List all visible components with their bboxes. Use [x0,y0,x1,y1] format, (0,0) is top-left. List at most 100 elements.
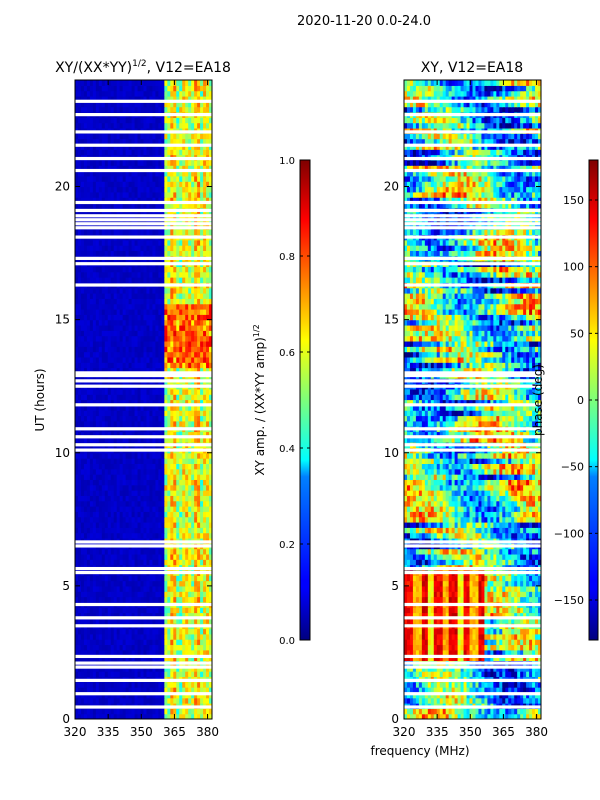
amplitude-cell [161,287,165,294]
amplitude-cell [116,655,121,662]
amplitude-cell [75,287,79,294]
amplitude-cell [110,159,115,166]
amplitude-cell [200,298,204,305]
amplitude-cell [110,458,115,464]
amplitude-cell [152,308,157,315]
amplitude-cell [86,500,91,507]
amplitude-cell [101,324,106,331]
amplitude-cell [206,612,210,619]
amplitude-cell [131,649,136,656]
amplitude-cell [149,298,154,305]
amplitude-cell [146,687,151,693]
amplitude-cell [185,559,189,566]
amplitude-cell [182,277,186,283]
amplitude-cell [152,143,157,150]
amplitude-cell [107,420,112,427]
amplitude-cell [149,346,154,353]
amplitude-cell [113,559,118,566]
amplitude-cell [107,346,112,353]
amplitude-cell [200,186,204,193]
amplitude-cell [191,330,195,337]
amplitude-cell [119,655,124,662]
amplitude-cell [104,191,109,198]
amplitude-cell [143,559,148,566]
amplitude-cell [75,266,79,273]
amplitude-cell [179,665,183,672]
amplitude-cell [89,521,94,528]
amplitude-cell [173,585,177,592]
amplitude-cell [125,511,130,518]
amplitude-cell [152,138,157,145]
amplitude-cell [197,532,201,539]
amplitude-cell [152,346,157,353]
amplitude-cell [134,335,139,342]
amplitude-cell [206,330,210,337]
amplitude-cell [125,351,130,358]
amplitude-cell [75,452,79,459]
amplitude-cell [80,293,85,299]
amplitude-cell [116,229,121,236]
amplitude-cell [89,303,94,310]
amplitude-cell [95,436,100,443]
amplitude-cell [146,580,151,587]
amplitude-cell [83,239,88,246]
amplitude-cell [161,665,165,672]
amplitude-cell [164,143,168,150]
amplitude-cell [77,532,82,539]
amplitude-cell [83,644,88,651]
amplitude-cell [155,463,159,470]
amplitude-cell [116,143,121,150]
amplitude-cell [170,293,174,299]
amplitude-cell [86,431,91,438]
amplitude-cell [182,585,186,592]
amplitude-cell [170,266,174,273]
amplitude-cell [194,548,198,555]
amplitude-cell [149,580,154,587]
amplitude-cell [209,548,212,555]
amplitude-cell [113,585,118,592]
amplitude-cell [191,218,195,225]
amplitude-cell [119,351,124,358]
amplitude-cell [98,468,103,475]
amplitude-cell [182,346,186,353]
amplitude-cell [155,367,159,374]
amplitude-cell [128,340,133,347]
amplitude-cell [77,628,82,635]
amplitude-cell [170,250,174,257]
amplitude-cell [140,245,145,251]
amplitude-cell [155,559,159,566]
amplitude-cell [137,479,142,486]
amplitude-cell [158,628,162,635]
amplitude-cell [143,591,148,598]
amplitude-cell [152,367,157,374]
amplitude-cell [191,591,195,598]
amplitude-cell [143,495,148,502]
amplitude-cell [107,277,112,283]
amplitude-cell [131,191,136,198]
amplitude-cell [149,138,154,145]
amplitude-cell [158,527,162,534]
amplitude-cell [137,580,142,587]
amplitude-cell [164,553,168,560]
amplitude-cell [158,506,162,512]
amplitude-cell [173,319,177,326]
amplitude-cell [131,506,136,512]
amplitude-cell [83,591,88,598]
amplitude-cell [203,218,207,225]
amplitude-cell [83,138,88,145]
amplitude-cell [173,308,177,315]
amplitude-cell [191,170,195,177]
amplitude-cell [164,159,168,166]
amplitude-cell [116,458,121,464]
amplitude-cell [200,324,204,331]
amplitude-cell [134,639,139,646]
amplitude-cell [92,617,97,624]
amplitude-cell [86,628,91,635]
amplitude-cell [170,308,174,315]
amplitude-cell [176,266,180,273]
amplitude-cell [95,266,100,273]
amplitude-cell [158,287,162,294]
amplitude-cell [89,575,94,582]
amplitude-cell [116,527,121,534]
amplitude-cell [125,479,130,486]
